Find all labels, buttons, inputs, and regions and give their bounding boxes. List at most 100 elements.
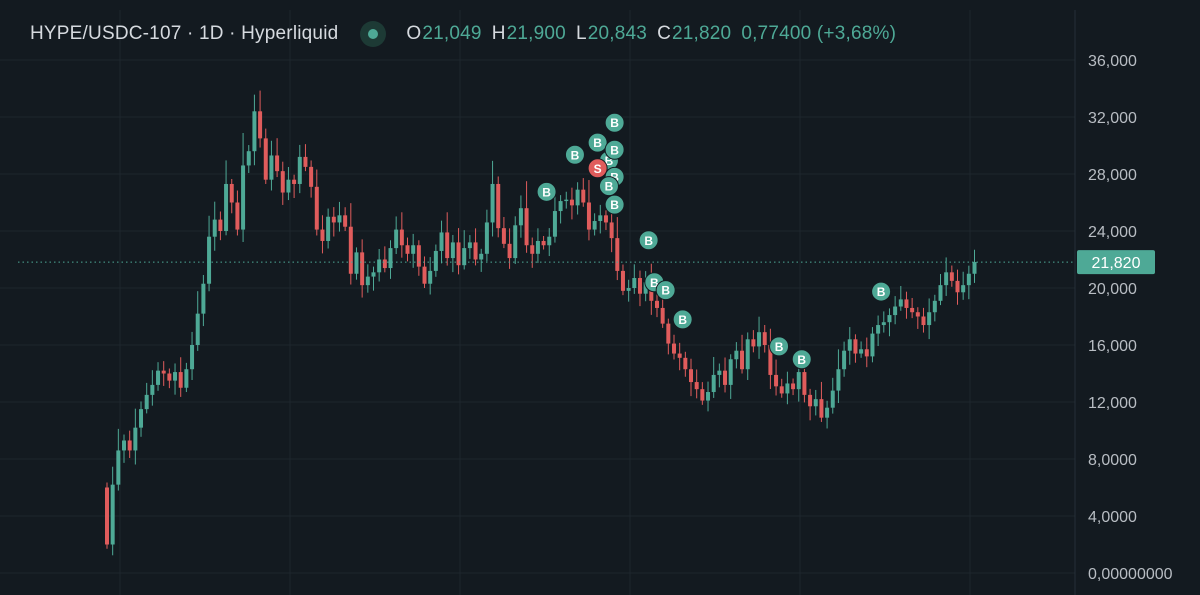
marker-label: B [797, 353, 806, 367]
candle [762, 324, 767, 353]
candle [399, 212, 404, 258]
candle [309, 160, 314, 198]
marker-label: B [605, 180, 614, 194]
candle [178, 357, 183, 397]
buy-marker[interactable]: B [564, 144, 585, 165]
candle [632, 264, 637, 294]
close-value: 21,820 [671, 23, 732, 44]
candle [581, 178, 586, 207]
buy-marker[interactable]: B [604, 194, 625, 215]
candle [320, 215, 325, 254]
candle [723, 357, 728, 393]
buy-marker[interactable]: B [791, 349, 812, 370]
candle [825, 400, 830, 429]
candle [439, 220, 444, 264]
buy-marker[interactable]: B [871, 281, 892, 302]
candle [932, 294, 937, 322]
candle [292, 174, 297, 199]
candle [428, 257, 433, 295]
y-tick-label: 8,0000 [1088, 452, 1137, 469]
buy-marker[interactable]: B [638, 230, 659, 251]
candle [365, 264, 370, 293]
candle [660, 294, 665, 328]
buy-marker[interactable]: B [598, 176, 619, 197]
candle [348, 203, 353, 285]
candle [167, 368, 172, 389]
buy-marker[interactable]: B [672, 309, 693, 330]
candle [757, 316, 762, 359]
candle [275, 138, 280, 178]
marker-label: B [571, 148, 580, 162]
marker-label: B [661, 284, 670, 298]
marker-label: B [593, 136, 602, 150]
candle [927, 298, 932, 340]
candle [541, 235, 546, 250]
candle [944, 257, 949, 296]
candle [915, 307, 920, 329]
candle [354, 247, 359, 280]
last-price-label: 21,820 [1092, 255, 1141, 272]
y-tick-label: 36,000 [1088, 53, 1137, 70]
buy-marker[interactable]: B [536, 181, 557, 202]
candle [144, 382, 149, 414]
candle [382, 246, 387, 273]
grid [0, 10, 1076, 595]
marker-label: B [775, 340, 784, 354]
candle [598, 204, 603, 234]
candle [768, 328, 773, 389]
candle [672, 334, 676, 360]
candle [513, 216, 518, 264]
candle [190, 331, 195, 381]
candle [535, 228, 540, 263]
candle [870, 327, 875, 363]
sell-marker[interactable]: S [587, 158, 608, 179]
candle [700, 382, 705, 405]
candle [564, 191, 569, 209]
marker-label: B [610, 116, 619, 130]
candle [156, 362, 161, 391]
candle [122, 434, 127, 463]
marker-label: B [678, 313, 687, 327]
candle [637, 270, 642, 307]
candle [173, 363, 178, 395]
close-label: C [657, 23, 671, 44]
buy-marker[interactable]: B [769, 336, 790, 357]
candle [473, 228, 478, 266]
candle [706, 381, 711, 412]
candle [450, 234, 455, 273]
candle [110, 466, 115, 556]
candle [201, 274, 206, 327]
high-label: H [491, 23, 506, 44]
price-axis[interactable]: 36,000 32,000 28,000 24,000 20,000 16,000 12,0… [1077, 53, 1173, 583]
buy-marker[interactable]: B [604, 112, 625, 133]
symbol-title[interactable]: HYPE/USDC-107 · 1D · Hyperliquid [30, 23, 339, 44]
marker-label: B [650, 276, 659, 290]
candle [507, 228, 512, 269]
candle [252, 94, 257, 166]
candle [603, 210, 608, 230]
low-label: L [575, 23, 587, 44]
candle [360, 239, 365, 298]
open-label: O [406, 23, 422, 44]
candle [938, 274, 943, 306]
candle [689, 358, 694, 397]
buy-marker[interactable]: B [655, 280, 676, 301]
candle [467, 235, 472, 259]
candle [808, 388, 813, 421]
candle [853, 334, 858, 363]
candle [280, 161, 285, 205]
candle [445, 212, 450, 266]
candle [569, 187, 574, 220]
marker-label: B [610, 170, 619, 184]
open-value: 21,049 [422, 23, 482, 44]
market-status-icon [360, 21, 387, 47]
marker-label: B [605, 154, 614, 168]
candle [530, 237, 535, 268]
buy-marker[interactable]: B [587, 132, 608, 153]
buy-marker[interactable]: B [604, 139, 625, 160]
candle [779, 378, 784, 398]
candle [286, 167, 291, 201]
marker-label: B [877, 285, 886, 299]
